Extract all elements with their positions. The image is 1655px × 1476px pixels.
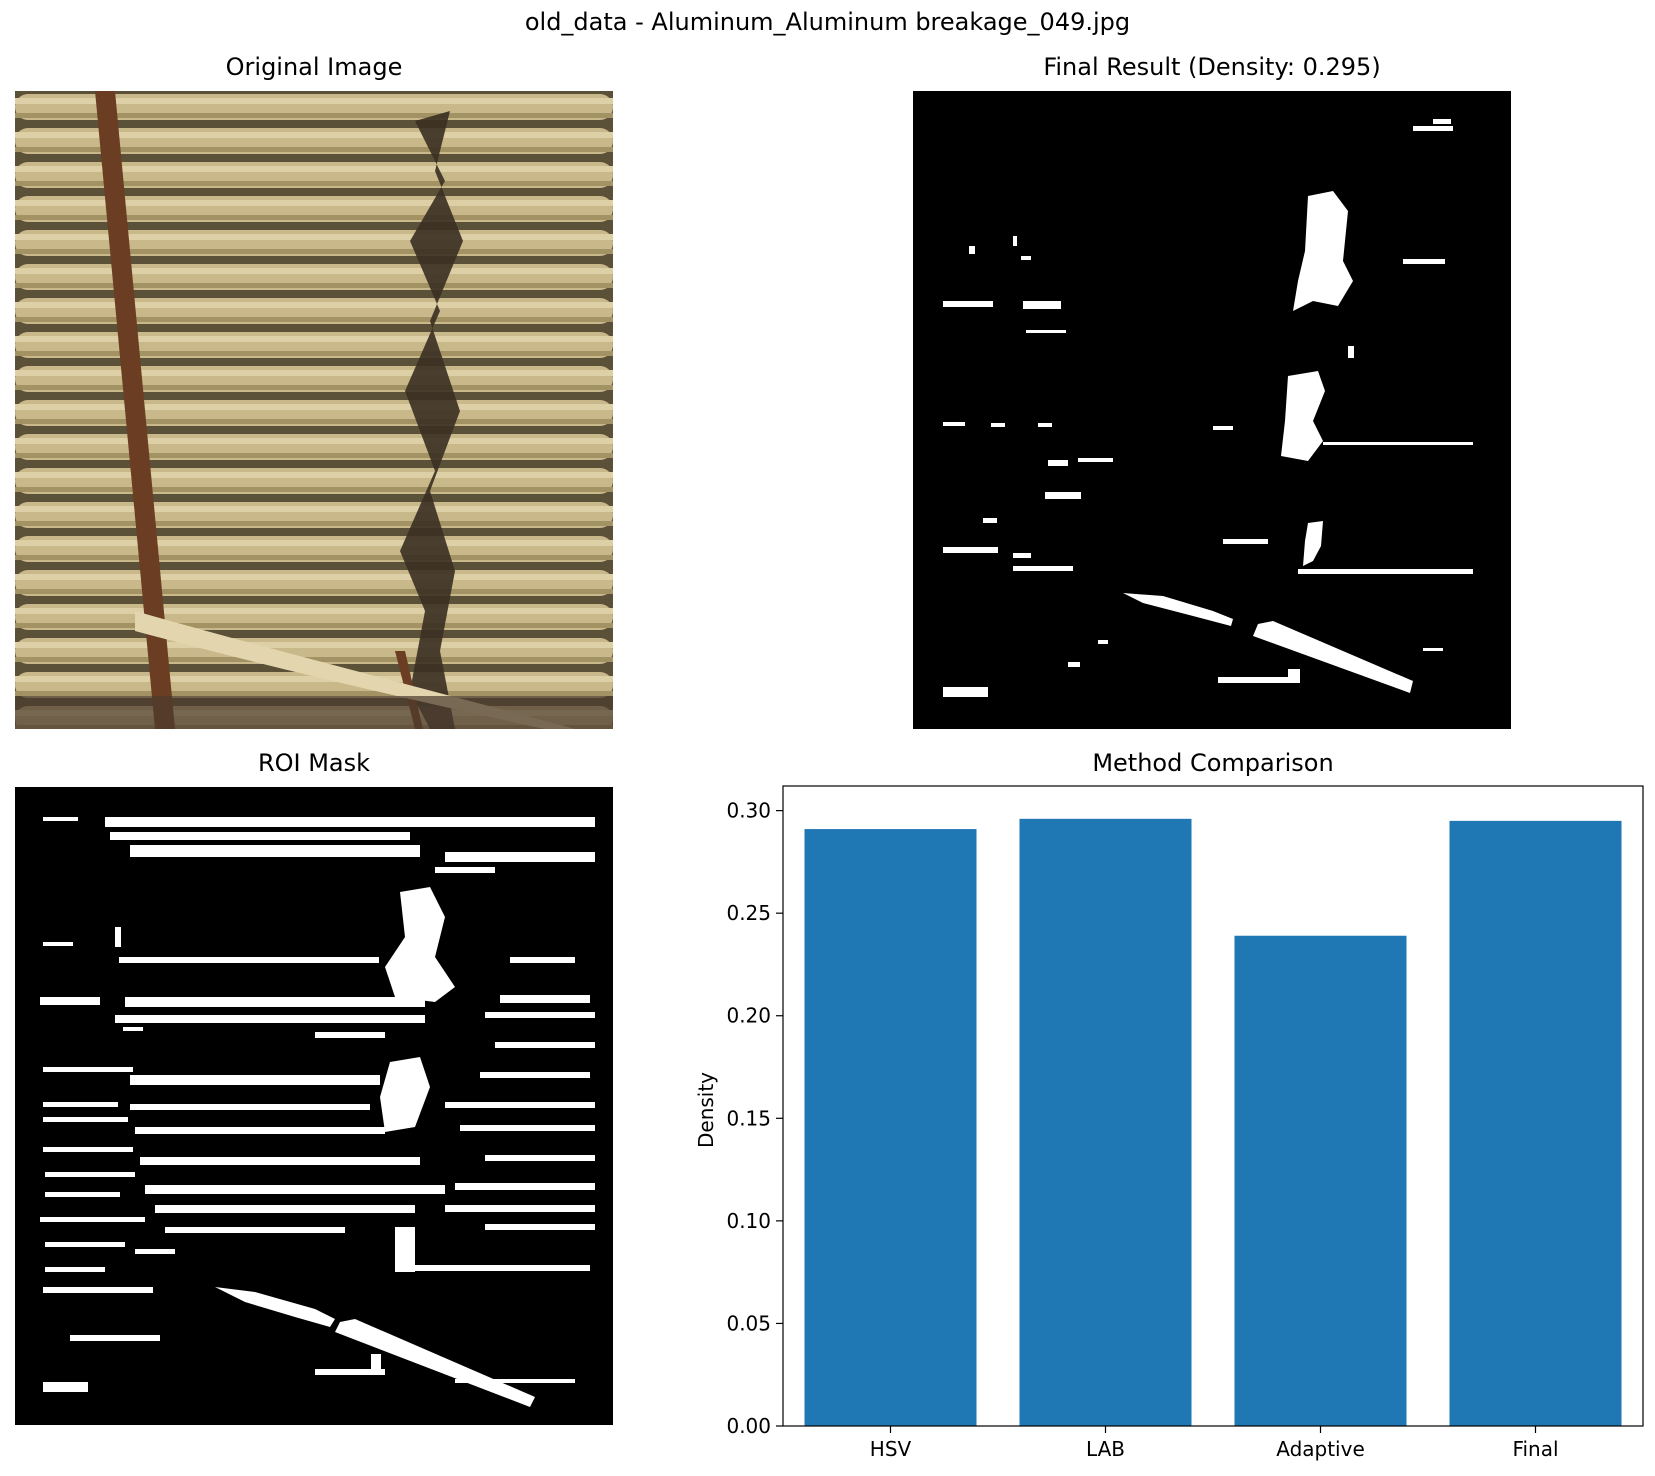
y-tick-label: 0.00 (726, 1414, 771, 1438)
y-tick-label: 0.15 (726, 1106, 771, 1130)
bar-lab (1019, 818, 1192, 1426)
x-tick-label: HSV (870, 1437, 912, 1461)
x-tick-label: Adaptive (1276, 1437, 1365, 1461)
roi-mask-graphic (40, 817, 595, 1407)
roi-mask (15, 787, 613, 1425)
x-tick-label: Final (1512, 1437, 1558, 1461)
axes-frame (782, 785, 1644, 1427)
x-tick-label: LAB (1086, 1437, 1125, 1461)
original-image-title: Original Image (225, 53, 403, 81)
roi-mask-title: ROI Mask (257, 749, 371, 777)
final-result-mask (913, 91, 1511, 729)
figure-suptitle: old_data - Aluminum_Aluminum breakage_04… (524, 8, 1131, 36)
original-image-graphic (15, 91, 613, 729)
bar-hsv (804, 829, 977, 1426)
bar-adaptive (1234, 935, 1407, 1426)
chart-title: Method Comparison (1092, 749, 1334, 777)
y-tick-label: 0.25 (726, 901, 771, 925)
y-tick-label: 0.10 (726, 1209, 771, 1233)
y-axis-label: Density (694, 1072, 718, 1148)
original-image (15, 91, 613, 729)
y-tick-label: 0.05 (726, 1311, 771, 1335)
y-tick-label: 0.20 (726, 1004, 771, 1028)
final-result-graphic (943, 119, 1473, 697)
y-tick-label: 0.30 (726, 799, 771, 823)
bar-final (1449, 820, 1622, 1426)
final-result-title: Final Result (Density: 0.295) (1043, 53, 1381, 81)
